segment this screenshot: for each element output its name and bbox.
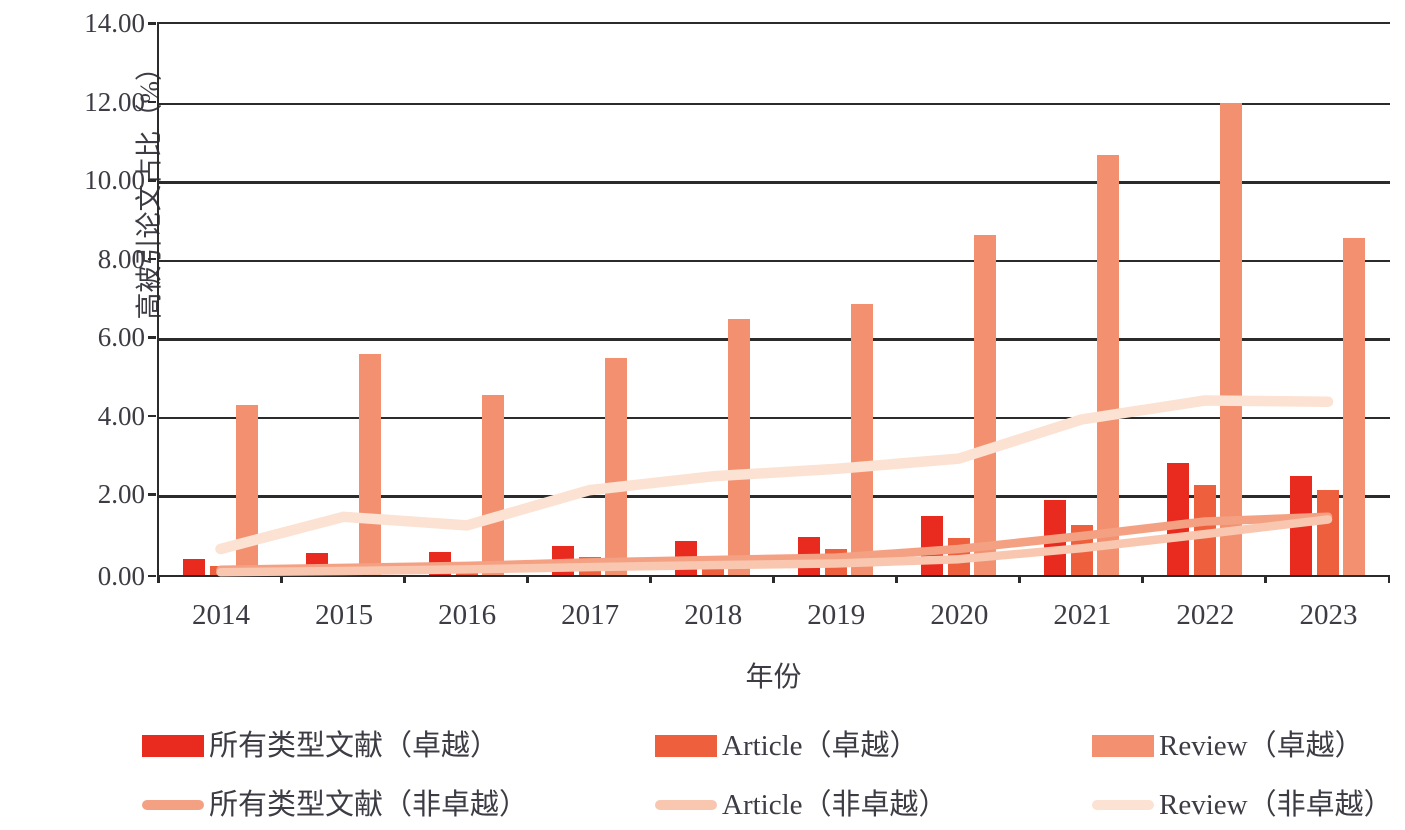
x-tick-label-2019: 2019: [807, 599, 866, 631]
legend-item-2: Review（卓越）: [1092, 731, 1364, 761]
x-axis-tick: [157, 574, 160, 583]
y-tick-label: 4.00: [97, 400, 145, 431]
legend-label: Article（卓越）: [722, 730, 919, 762]
x-axis-tick: [280, 574, 283, 583]
gridline-y-12.00: [159, 102, 1390, 106]
legend-bar-swatch: [142, 735, 204, 757]
bar-2022-series-2: [1220, 103, 1243, 575]
bar-2021-series-2: [1097, 155, 1120, 575]
bar-2020-series-2: [974, 234, 997, 575]
bar-2023-series-1: [1316, 490, 1339, 575]
x-axis-tick: [772, 574, 775, 583]
legend-label: 所有类型文献（卓越）: [209, 730, 500, 762]
bar-2018-series-2: [728, 319, 751, 575]
gridline-y-6.00: [159, 338, 1390, 341]
plot-area: [157, 22, 1390, 577]
legend-label: Article（非卓越）: [722, 789, 948, 821]
y-axis-tick: [148, 493, 156, 496]
y-axis-tick: [148, 414, 156, 418]
legend-line-swatch: [1092, 800, 1154, 810]
x-axis-tick: [1264, 574, 1267, 583]
gridline-y-4.00: [159, 416, 1390, 420]
x-axis-tick: [649, 574, 652, 583]
x-axis-tick: [526, 574, 529, 583]
bar-2019-series-2: [851, 303, 874, 575]
bar-2014-series-0: [183, 559, 206, 575]
y-tick-label: 6.00: [97, 322, 145, 353]
legend-bar-swatch: [1092, 735, 1154, 757]
x-axis-tick: [403, 574, 406, 583]
y-axis-tick: [148, 257, 156, 261]
x-tick-label-2015: 2015: [315, 599, 374, 631]
bar-2022-series-0: [1167, 463, 1190, 575]
x-tick-label-2020: 2020: [930, 599, 989, 631]
x-tick-label-2018: 2018: [684, 599, 743, 631]
gridline-y-8.00: [159, 259, 1390, 263]
legend-item-0: 所有类型文献（卓越）: [142, 731, 499, 761]
y-axis-tick: [148, 336, 156, 339]
x-axis-title: 年份: [745, 662, 802, 693]
x-axis-tick: [1141, 574, 1144, 583]
line-series-layer: [215, 395, 1334, 577]
y-tick-label: 12.00: [84, 86, 145, 117]
x-tick-label-2016: 2016: [438, 599, 497, 631]
gridline-y-10.00: [159, 181, 1390, 184]
y-tick-label: 2.00: [97, 479, 145, 510]
bar-2016-series-2: [482, 395, 505, 575]
bar-2023-series-2: [1343, 238, 1366, 575]
x-axis-tick: [1018, 574, 1021, 583]
x-axis-tick: [895, 574, 898, 583]
legend-label: Review（卓越）: [1159, 730, 1364, 762]
y-tick-label: 0.00: [97, 560, 145, 591]
y-axis-tick: [148, 179, 156, 182]
legend-label: 所有类型文献（非卓越）: [209, 789, 529, 821]
line-series-2: [215, 395, 1334, 555]
y-axis-tick: [148, 574, 156, 577]
bar-2017-series-2: [605, 358, 628, 575]
x-tick-label-2021: 2021: [1053, 599, 1112, 631]
legend-bar-swatch: [655, 735, 717, 757]
y-axis-tick: [148, 100, 156, 104]
legend-line-swatch: [142, 800, 204, 810]
x-tick-label-2014: 2014: [192, 599, 251, 631]
legend-item-5: Review（非卓越）: [1092, 790, 1393, 820]
legend-item-1: Article（卓越）: [655, 731, 919, 761]
gridline-y-2.00: [159, 495, 1390, 498]
x-axis-tick: [1387, 574, 1390, 583]
legend-item-4: Article（非卓越）: [655, 790, 948, 820]
x-tick-label-2017: 2017: [561, 599, 620, 631]
legend-item-3: 所有类型文献（非卓越）: [142, 790, 528, 820]
y-tick-label: 10.00: [84, 165, 145, 196]
y-tick-label: 14.00: [84, 8, 145, 38]
bar-2014-series-2: [236, 405, 259, 575]
legend-label: Review（非卓越）: [1159, 789, 1393, 821]
y-tick-label: 8.00: [97, 243, 145, 274]
x-tick-label-2022: 2022: [1176, 599, 1235, 631]
legend-line-swatch: [655, 800, 717, 810]
line-series-1: [216, 515, 1333, 577]
y-axis-tick: [148, 22, 156, 25]
x-tick-label-2023: 2023: [1299, 599, 1358, 631]
